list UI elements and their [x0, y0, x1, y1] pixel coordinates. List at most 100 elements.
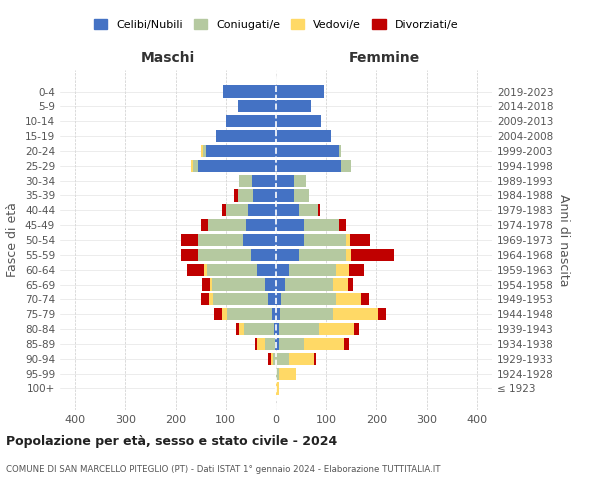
Bar [278, 338, 304, 350]
Bar [289, 264, 336, 276]
Bar [350, 234, 370, 246]
Bar [238, 190, 253, 202]
Bar [244, 323, 274, 335]
Bar [193, 160, 198, 172]
Bar [274, 323, 276, 335]
Bar [274, 352, 276, 365]
Bar [212, 278, 265, 290]
Bar [336, 294, 361, 306]
Bar [276, 294, 281, 306]
Bar [361, 294, 369, 306]
Bar [222, 204, 226, 216]
Bar [272, 308, 276, 320]
Bar [202, 278, 209, 290]
Text: Popolazione per età, sesso e stato civile - 2024: Popolazione per età, sesso e stato civil… [6, 435, 337, 448]
Bar [285, 278, 333, 290]
Bar [276, 308, 280, 320]
Text: Femmine: Femmine [349, 51, 419, 65]
Bar [304, 234, 346, 246]
Bar [227, 308, 272, 320]
Bar [239, 174, 252, 186]
Bar [276, 115, 321, 128]
Bar [276, 100, 311, 112]
Bar [187, 264, 204, 276]
Bar [276, 190, 293, 202]
Bar [276, 219, 304, 231]
Bar [339, 219, 346, 231]
Bar [244, 234, 276, 246]
Bar [344, 338, 349, 350]
Bar [349, 264, 364, 276]
Bar [209, 294, 213, 306]
Bar [255, 338, 257, 350]
Bar [191, 160, 193, 172]
Bar [276, 86, 324, 98]
Bar [276, 160, 341, 172]
Bar [271, 352, 274, 365]
Bar [278, 323, 319, 335]
Bar [348, 278, 353, 290]
Bar [198, 249, 251, 261]
Bar [226, 204, 248, 216]
Bar [299, 249, 346, 261]
Bar [181, 249, 198, 261]
Bar [276, 234, 304, 246]
Bar [257, 264, 276, 276]
Bar [314, 352, 316, 365]
Bar [276, 204, 299, 216]
Bar [204, 264, 206, 276]
Bar [252, 174, 276, 186]
Bar [236, 323, 239, 335]
Bar [336, 264, 349, 276]
Bar [293, 190, 308, 202]
Bar [289, 352, 314, 365]
Y-axis label: Anni di nascita: Anni di nascita [557, 194, 570, 286]
Bar [333, 278, 348, 290]
Bar [206, 145, 276, 157]
Bar [181, 234, 198, 246]
Bar [223, 86, 276, 98]
Bar [333, 308, 378, 320]
Bar [203, 145, 206, 157]
Bar [276, 382, 278, 394]
Text: Maschi: Maschi [141, 51, 195, 65]
Bar [201, 294, 209, 306]
Bar [246, 219, 276, 231]
Y-axis label: Fasce di età: Fasce di età [7, 202, 19, 278]
Bar [293, 174, 306, 186]
Bar [216, 130, 276, 142]
Bar [304, 219, 339, 231]
Bar [352, 249, 394, 261]
Bar [354, 323, 359, 335]
Bar [317, 204, 320, 216]
Bar [222, 308, 227, 320]
Bar [276, 323, 278, 335]
Bar [275, 338, 276, 350]
Bar [276, 338, 278, 350]
Bar [281, 294, 336, 306]
Bar [378, 308, 386, 320]
Bar [341, 160, 352, 172]
Bar [339, 145, 341, 157]
Bar [276, 278, 285, 290]
Bar [276, 249, 299, 261]
Bar [198, 160, 276, 172]
Bar [278, 368, 296, 380]
Legend: Celibi/Nubili, Coniugati/e, Vedovi/e, Divorziati/e: Celibi/Nubili, Coniugati/e, Vedovi/e, Di… [89, 14, 463, 34]
Bar [268, 294, 276, 306]
Bar [276, 264, 289, 276]
Bar [198, 234, 244, 246]
Bar [276, 130, 331, 142]
Bar [276, 352, 289, 365]
Bar [276, 145, 339, 157]
Bar [238, 100, 276, 112]
Bar [200, 219, 208, 231]
Bar [209, 278, 212, 290]
Bar [304, 338, 344, 350]
Text: COMUNE DI SAN MARCELLO PITEGLIO (PT) - Dati ISTAT 1° gennaio 2024 - Elaborazione: COMUNE DI SAN MARCELLO PITEGLIO (PT) - D… [6, 465, 440, 474]
Bar [280, 308, 333, 320]
Bar [208, 219, 246, 231]
Bar [206, 264, 257, 276]
Bar [213, 294, 268, 306]
Bar [265, 338, 275, 350]
